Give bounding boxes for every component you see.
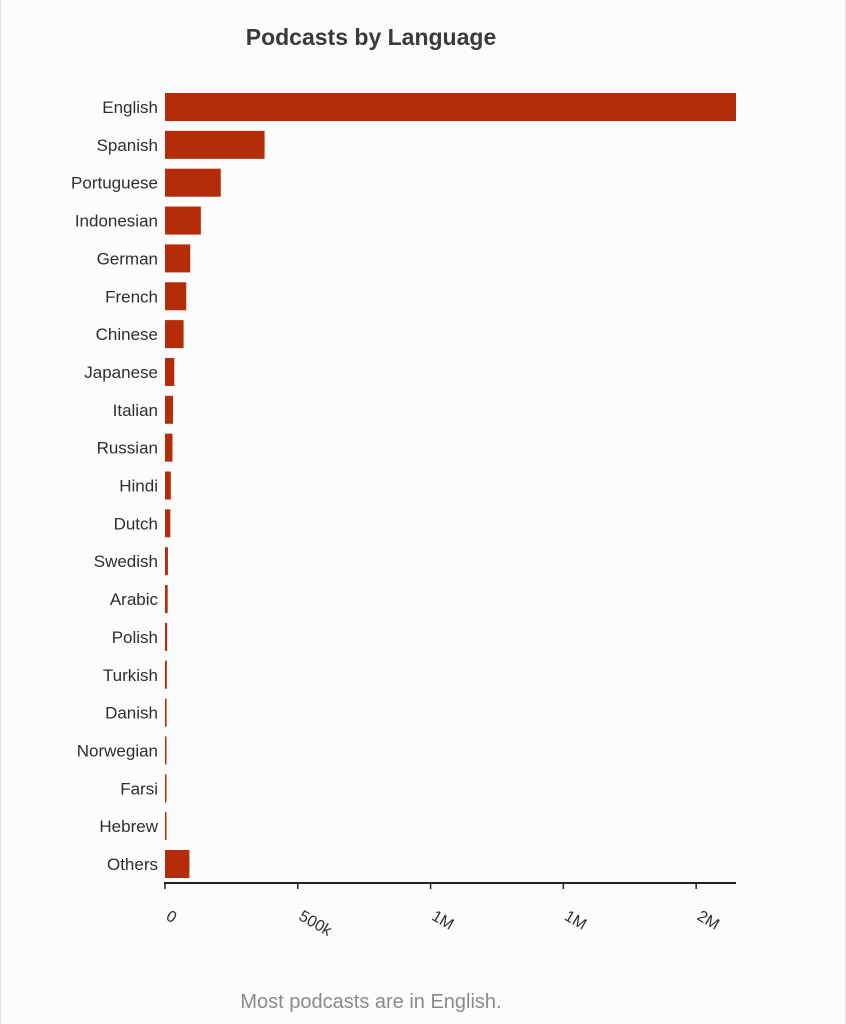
category-label: Farsi (120, 779, 158, 798)
x-tick-label: 500k (296, 908, 335, 941)
bar-indonesian (165, 206, 201, 235)
bar-swedish (165, 547, 168, 576)
bar-hindi (165, 471, 171, 500)
category-label: Hebrew (99, 817, 158, 836)
x-tick-label: 1M (429, 908, 457, 934)
category-label: Arabic (110, 590, 159, 609)
category-label: English (102, 98, 158, 117)
category-label: Indonesian (75, 212, 158, 231)
bar-arabic (165, 585, 168, 614)
category-label: French (105, 287, 158, 306)
category-label: Turkish (103, 666, 158, 685)
bar-farsi (165, 774, 167, 803)
bar-hebrew (165, 812, 167, 841)
category-label: Italian (113, 401, 158, 420)
bar-german (165, 244, 191, 273)
category-label: Norwegian (77, 741, 158, 760)
bar-portuguese (165, 168, 221, 197)
category-label: Spanish (97, 136, 158, 155)
bar-polish (165, 622, 168, 651)
bar-russian (165, 433, 173, 462)
bar-norwegian (165, 736, 167, 765)
bar-chinese (165, 320, 184, 349)
bar-spanish (165, 130, 265, 159)
category-label: Dutch (114, 514, 158, 533)
bar-turkish (165, 660, 167, 689)
x-tick-label: 0 (163, 908, 179, 927)
bar-italian (165, 395, 173, 424)
x-tick-label: 1M (561, 908, 589, 934)
category-label: Swedish (94, 552, 158, 571)
bar-others (165, 850, 190, 878)
bar-french (165, 282, 187, 311)
x-tick-label: 2M (694, 908, 722, 934)
category-label: Russian (97, 439, 158, 458)
category-label: Others (107, 855, 158, 874)
bar-english (165, 93, 736, 121)
chart-title: Podcasts by Language (245, 24, 497, 50)
category-label: Hindi (119, 477, 158, 496)
category-label: German (97, 249, 158, 268)
category-label: Polish (112, 628, 158, 647)
category-label: Chinese (96, 325, 158, 344)
chart-caption: Most podcasts are in English. (240, 991, 502, 1013)
bar-dutch (165, 509, 171, 538)
category-label: Japanese (84, 363, 158, 382)
category-label: Danish (105, 704, 158, 723)
bar-danish (165, 698, 167, 727)
bar-japanese (165, 357, 175, 386)
category-label: Portuguese (71, 174, 158, 193)
